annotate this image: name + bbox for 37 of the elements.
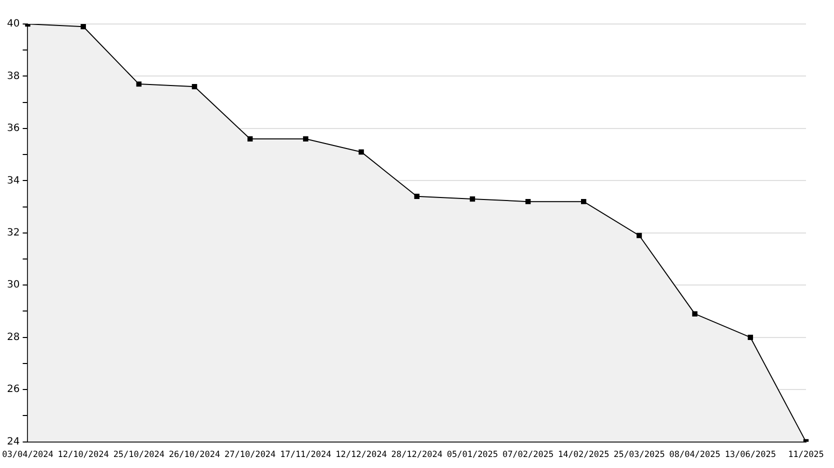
point: [358, 149, 364, 155]
point: [470, 196, 476, 202]
y-tick-label: 32: [6, 227, 20, 238]
y-tick-label: 30: [6, 280, 20, 291]
x-tick-label: 13/06/2025: [724, 450, 776, 460]
point: [636, 232, 642, 238]
x-tick-label: 11/2025: [788, 450, 824, 460]
point: [525, 198, 531, 204]
point: [247, 136, 253, 142]
x-tick-label: 26/10/2024: [168, 450, 220, 460]
point: [692, 311, 698, 316]
y-tick-label: 28: [6, 332, 20, 343]
x-tick-label: 08/04/2025: [669, 450, 720, 460]
x-tick-label: 25/10/2024: [113, 450, 164, 460]
point: [136, 81, 142, 87]
x-tick-label: 12/10/2024: [58, 450, 109, 460]
x-tick-label: 25/03/2025: [614, 450, 665, 460]
point: [80, 24, 86, 30]
point: [581, 198, 586, 204]
x-tick-label: 12/12/2024: [336, 450, 387, 460]
x-tick-label: 03/04/2024: [2, 450, 54, 460]
y-tick-label: 24: [6, 436, 20, 448]
y-tick-label: 34: [6, 175, 20, 186]
y-tick-label: 36: [6, 123, 20, 134]
y-tick-label: 38: [6, 70, 20, 82]
x-tick-label: 27/10/2024: [224, 450, 276, 460]
x-tick-label: 07/02/2025: [502, 450, 554, 460]
x-tick-label: 17/11/2024: [280, 450, 332, 460]
point: [192, 84, 198, 90]
x-tick-label: 05/01/2025: [446, 450, 498, 460]
point: [414, 194, 420, 199]
x-tick-label: 14/02/2025: [558, 450, 610, 460]
point: [748, 334, 754, 340]
y-tick-label: 26: [6, 384, 20, 396]
y-tick-label: 40: [6, 18, 20, 30]
point: [303, 136, 308, 142]
x-tick-label: 28/12/2024: [391, 450, 442, 460]
